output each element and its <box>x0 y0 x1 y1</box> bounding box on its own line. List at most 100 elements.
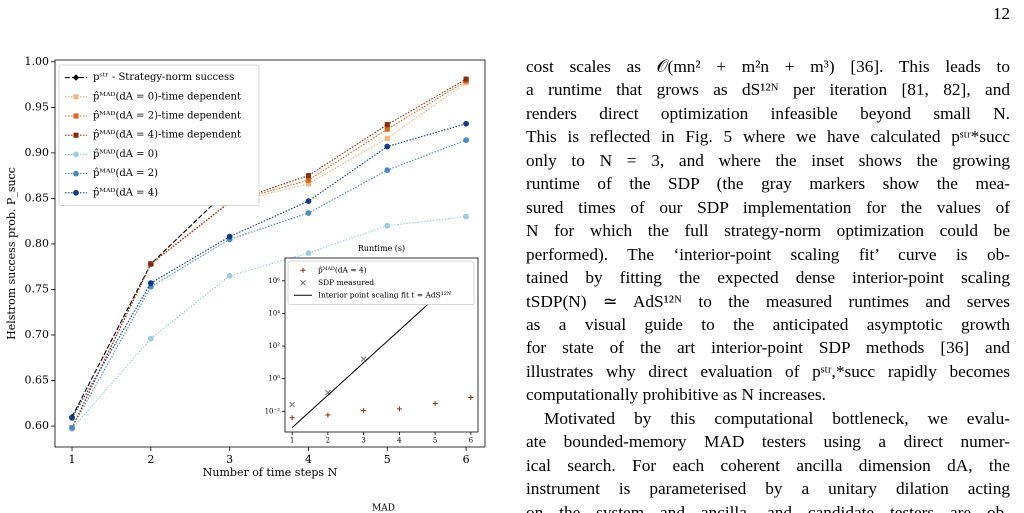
marker <box>300 279 306 286</box>
legend-label: p̂ᴹᴬᴰ(dA = 2)-time dependent <box>93 111 241 122</box>
text-line: computationally prohibitive as N increas… <box>526 385 826 405</box>
legend-label: SDP measured <box>318 278 374 287</box>
text-line: only to N = 3, and where the inset shows… <box>526 150 1010 170</box>
x-tick-label: 4 <box>305 453 312 466</box>
marker <box>384 122 390 128</box>
text-line: ical search. For each coherent ancilla d… <box>526 455 1010 475</box>
text-line: tSDP(N) ≃ AdS¹²ᴺ to the measured runtime… <box>526 291 1010 311</box>
figure: MAD 1 2 3 4 5 60.600.650.700.750.800.850.900.… <box>5 55 486 513</box>
legend-label: p̂ᴹᴬᴰ(dA = 0)-time dependent <box>93 91 241 102</box>
legend-label: p̂ᴹᴬᴰ(dA = 2) <box>93 168 158 179</box>
marker <box>463 76 469 82</box>
text-line: performed). The ‘interior-point scaling … <box>526 244 1010 264</box>
marker <box>305 181 312 187</box>
x-tick-label: 3 <box>361 437 365 445</box>
y-tick-label: 0.65 <box>25 374 50 387</box>
text-line: sured times of our SDP implementation fo… <box>526 197 1010 217</box>
text-line: for state of the art interior-point SDP … <box>526 338 1010 358</box>
y-tick-label: 10² <box>268 342 280 350</box>
page-number: 12 <box>993 4 1010 23</box>
marker <box>463 213 469 220</box>
text-line: instrument is parameterised by a unitary… <box>526 479 1010 499</box>
marker <box>289 401 296 408</box>
y-tick-label: 0.85 <box>25 191 50 204</box>
marker <box>69 414 75 421</box>
marker <box>226 233 233 240</box>
marker <box>73 189 79 196</box>
marker <box>148 261 154 267</box>
marker <box>72 74 80 81</box>
text-line: a runtime that grows as dS¹²ᴺ per iterat… <box>526 80 1010 100</box>
y-tick-label: 0.80 <box>25 237 50 250</box>
x-tick-label: 2 <box>147 453 154 466</box>
marker <box>384 143 391 150</box>
marker <box>384 167 391 174</box>
legend-label: p̂ᴹᴬᴰ(dA = 4) <box>318 265 367 274</box>
x-tick-label: 4 <box>397 437 402 445</box>
marker <box>305 210 312 216</box>
series-line <box>71 139 467 429</box>
x-tick-label: 2 <box>326 437 330 445</box>
marker <box>69 424 75 431</box>
legend-label: p̂ᴹᴬᴰ(dA = 0) <box>93 149 158 160</box>
caption-fragment: MAD <box>372 504 395 513</box>
series-line <box>71 82 467 429</box>
y-tick-label: 10⁴ <box>268 309 280 317</box>
inset-title: Runtime (s) <box>358 244 405 253</box>
text-line: tained by fitting the expected dense int… <box>526 268 1010 288</box>
text-line: Motivated by this computational bottlene… <box>544 408 1010 428</box>
marker <box>384 135 390 141</box>
y-tick-label: 10⁰ <box>268 375 280 383</box>
text-line: ate bounded-memory MAD testers using a d… <box>526 432 1010 452</box>
legend-label: p̂ᴹᴬᴰ(dA = 4) <box>93 187 158 198</box>
marker <box>300 267 306 273</box>
marker <box>73 113 79 119</box>
x-tick-label: 1 <box>69 453 76 466</box>
marker <box>305 173 312 179</box>
marker <box>73 94 79 100</box>
text-line: renders direct optimization infeasible b… <box>526 103 1010 123</box>
legend-label: Interior point scaling fit t ≃ AdS¹²ᴺ <box>318 290 451 299</box>
series-line <box>71 216 467 430</box>
marker <box>305 250 312 256</box>
x-tick-label: 1 <box>290 437 294 445</box>
marker <box>73 132 79 138</box>
legend-label: p̂ᴹᴬᴰ(dA = 4)-time dependent <box>93 130 241 141</box>
marker <box>384 126 390 132</box>
y-tick-label: 0.70 <box>25 328 50 341</box>
y-tick-label: 0.60 <box>25 419 50 432</box>
marker <box>432 401 438 407</box>
marker <box>463 137 469 144</box>
marker <box>384 222 391 229</box>
x-tick-label: 3 <box>226 453 233 466</box>
x-axis-label: Number of time steps N <box>203 466 338 479</box>
marker <box>396 406 402 412</box>
y-tick-label: 1.00 <box>25 55 50 68</box>
marker <box>147 280 154 286</box>
legend-box <box>287 260 475 305</box>
marker <box>468 395 474 401</box>
marker <box>305 177 312 183</box>
legend-box <box>58 64 260 206</box>
x-tick-label: 6 <box>463 453 470 466</box>
text-line: illustrates why direct evaluation of pˢᵗ… <box>526 361 1010 381</box>
x-tick-label: 6 <box>469 437 474 445</box>
marker <box>325 412 331 418</box>
marker <box>289 415 295 421</box>
x-tick-label: 5 <box>433 437 437 445</box>
marker <box>147 335 154 342</box>
legend-label: pˢᵗʳ - Strategy-norm success <box>93 72 234 83</box>
marker <box>226 272 233 279</box>
series-line <box>71 123 467 419</box>
y-tick-label: 0.95 <box>25 100 50 113</box>
y-axis-label: Helstrom success prob. P_succ <box>5 167 18 340</box>
text-line: on the system and ancilla, and candidate… <box>526 502 1010 513</box>
series-line <box>71 78 467 429</box>
text-line: as a visual guide to the anticipated asy… <box>526 314 1010 334</box>
marker <box>361 408 367 414</box>
x-tick-label: 5 <box>384 453 391 466</box>
marker <box>73 170 79 177</box>
y-tick-label: 0.75 <box>25 282 50 295</box>
text-line: runtime of the SDP (the gray markers sho… <box>526 174 1010 194</box>
